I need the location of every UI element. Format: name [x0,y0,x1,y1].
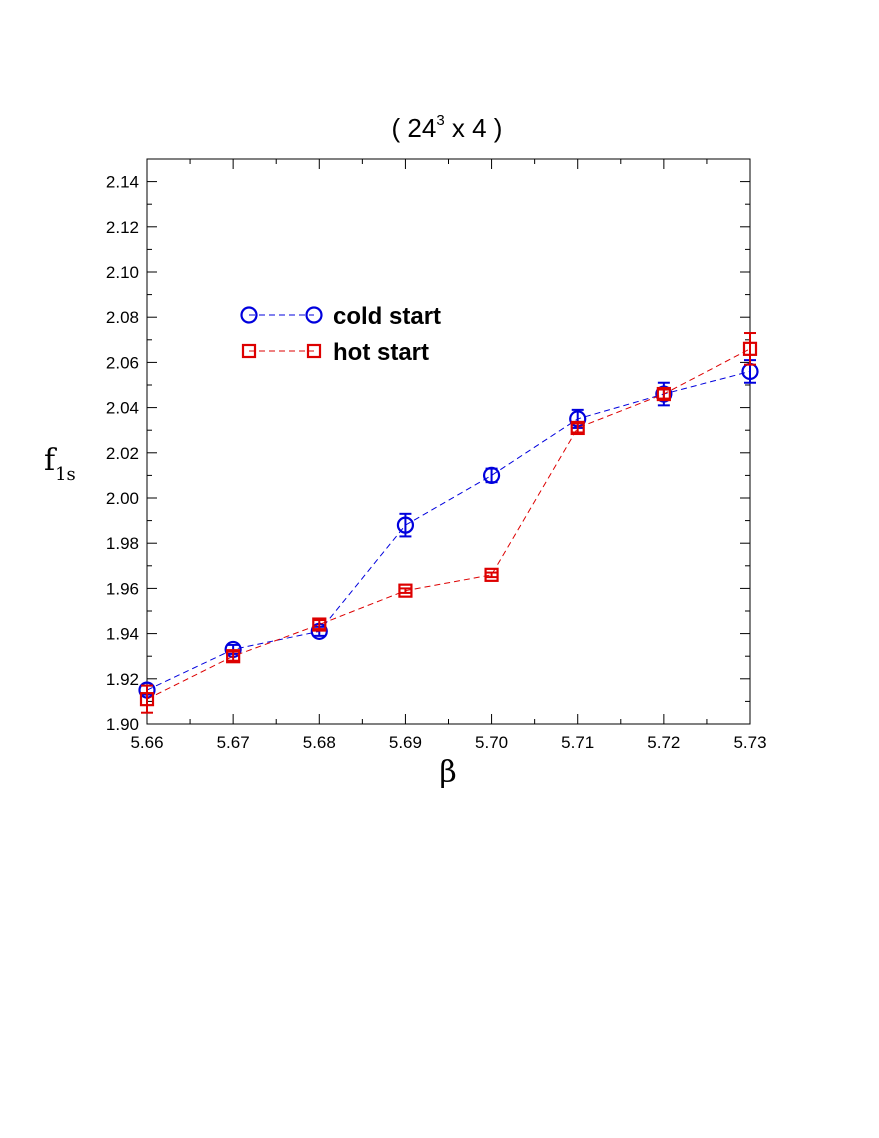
legend-label: hot start [333,339,429,366]
y-tick-labels: 1.90 1.92 1.94 1.96 1.98 2.00 2.02 2.04 2.06 2.08… [106,173,139,734]
y-tick-label: 1.96 [106,579,139,598]
axis-ticks [146,158,751,725]
y-tick-label: 2.00 [106,489,139,508]
data-point [396,516,415,534]
legend-marker [240,306,258,324]
y-tick-label: 2.06 [106,353,139,372]
data-point [226,649,241,664]
y-tick-label: 2.02 [106,444,139,463]
chart-title: ( 243 x 4 ) [392,112,503,143]
data-point [655,385,673,403]
legend-item: hot start [241,339,429,366]
x-tick-label: 5.71 [561,733,594,752]
plot-frame [146,158,751,725]
legend-item: cold start [240,303,441,330]
data-point [742,341,758,356]
legend-marker [306,343,322,359]
legend-marker [305,306,323,324]
chart-title-tail: x 4 ) [445,113,503,143]
x-tick-labels: 5.66 5.67 5.68 5.69 5.70 5.71 5.72 5.73 [130,733,766,752]
x-tick-label: 5.73 [733,733,766,752]
series-circle [138,359,759,699]
data-point [570,420,585,436]
x-tick-label: 5.69 [389,733,422,752]
data-point [139,692,155,707]
x-tick-label: 5.67 [217,733,250,752]
y-tick-label: 2.12 [106,218,139,237]
legend-marker [241,343,257,359]
y-tick-label: 1.92 [106,670,139,689]
x-axis-label: β [439,755,456,790]
y-tick-label: 1.90 [106,715,139,734]
data-point [398,583,413,598]
y-tick-label: 2.14 [106,173,139,192]
data-point [312,617,327,632]
y-axis-label-subscript: 1s [55,464,76,485]
legend: cold start hot start [240,303,441,366]
legend-label: cold start [333,303,441,330]
data-point [484,567,499,582]
y-tick-label: 2.08 [106,308,139,327]
data-point [656,386,671,402]
y-axis-label: f1s [44,443,76,485]
chart-title-superscript: 3 [436,112,444,129]
series-line [146,348,751,700]
series-layer [138,332,759,714]
x-tick-label: 5.66 [130,733,163,752]
x-tick-label: 5.72 [647,733,680,752]
x-tick-label: 5.68 [303,733,336,752]
y-tick-label: 2.04 [106,399,139,418]
y-tick-label: 1.98 [106,534,139,553]
data-point [482,466,501,484]
series-square [139,332,758,714]
y-tick-label: 2.10 [106,263,139,282]
y-tick-label: 1.94 [106,625,139,644]
x-tick-label: 5.70 [475,733,508,752]
